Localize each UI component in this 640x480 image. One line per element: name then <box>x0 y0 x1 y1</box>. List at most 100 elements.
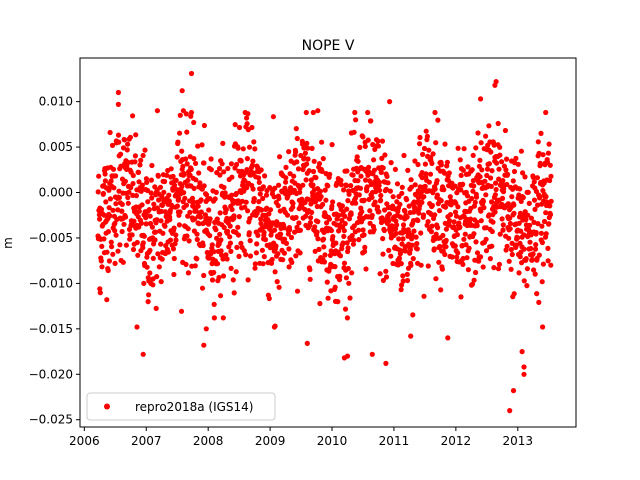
data-point <box>176 222 182 228</box>
data-point <box>108 178 114 184</box>
data-point <box>359 209 365 215</box>
data-point <box>539 223 545 229</box>
data-point <box>507 220 513 227</box>
data-point <box>387 99 393 105</box>
data-point <box>245 277 251 283</box>
data-point <box>201 272 207 279</box>
data-point <box>176 195 182 201</box>
data-point <box>460 181 466 187</box>
data-point <box>496 166 502 172</box>
data-point <box>524 283 530 289</box>
data-point <box>102 171 108 177</box>
data-point <box>97 216 103 222</box>
data-point <box>445 335 451 341</box>
data-point <box>258 167 264 173</box>
data-point <box>346 216 353 222</box>
data-point <box>548 173 554 179</box>
data-point <box>468 216 474 222</box>
data-point <box>211 269 217 276</box>
data-point <box>371 227 377 233</box>
data-point <box>507 215 513 221</box>
data-point <box>139 202 145 208</box>
data-point <box>229 206 235 213</box>
data-point <box>429 160 435 166</box>
data-point <box>197 180 203 186</box>
data-point <box>452 183 458 189</box>
data-point <box>533 229 539 236</box>
data-point <box>469 281 476 287</box>
data-point <box>132 153 138 159</box>
data-point <box>344 206 350 212</box>
data-point <box>437 243 443 250</box>
data-point <box>107 129 113 136</box>
data-point <box>314 229 320 235</box>
data-point <box>121 221 127 227</box>
data-point <box>379 138 386 144</box>
data-point <box>181 171 187 177</box>
data-point <box>531 179 537 185</box>
data-point <box>536 299 542 305</box>
data-point <box>362 244 368 250</box>
data-point <box>290 200 296 206</box>
data-point <box>378 197 384 203</box>
y-tick-label: 0.010 <box>39 95 73 109</box>
data-point <box>488 175 494 181</box>
data-point <box>297 250 303 256</box>
data-point <box>404 214 410 220</box>
y-axis: 0.010 0.005 0.000 −0.005 −0.010 −0.015 −0.020 −… <box>29 95 80 427</box>
data-point <box>545 245 551 251</box>
data-point <box>201 342 207 348</box>
data-point <box>266 295 272 302</box>
data-point <box>355 158 361 164</box>
data-point <box>324 279 330 285</box>
data-point <box>473 194 480 200</box>
data-point <box>367 220 373 226</box>
data-point <box>104 297 110 303</box>
data-point <box>229 192 235 198</box>
data-point <box>335 299 341 305</box>
data-point <box>310 168 317 175</box>
data-point <box>275 251 281 257</box>
data-point <box>236 124 243 131</box>
data-point <box>235 224 241 230</box>
data-point <box>167 237 174 243</box>
data-point <box>272 323 278 329</box>
data-point <box>491 142 497 148</box>
data-point <box>446 170 452 176</box>
data-point <box>480 198 486 205</box>
data-point <box>343 275 349 281</box>
data-point <box>399 190 405 196</box>
data-point <box>232 122 238 128</box>
data-point <box>344 168 350 174</box>
data-point <box>325 183 331 189</box>
data-point <box>149 195 155 201</box>
data-point <box>187 209 193 215</box>
data-point <box>184 129 190 135</box>
data-point <box>307 220 313 226</box>
data-point <box>233 269 239 275</box>
data-point <box>347 295 353 301</box>
data-point <box>545 150 552 156</box>
data-point <box>358 173 364 179</box>
data-point <box>105 267 111 274</box>
data-point <box>107 196 113 202</box>
data-point <box>196 221 202 227</box>
data-point <box>546 221 552 227</box>
data-point <box>412 158 418 164</box>
data-point <box>208 156 214 162</box>
data-point <box>410 256 416 262</box>
data-point <box>348 211 354 217</box>
data-point <box>516 270 522 276</box>
data-point <box>494 160 500 166</box>
data-point <box>125 194 131 201</box>
data-point <box>336 228 342 234</box>
data-point <box>147 247 153 253</box>
data-point <box>304 140 310 146</box>
data-point <box>378 169 384 175</box>
data-point <box>356 227 362 233</box>
data-point <box>344 353 351 359</box>
y-tick-label: −0.010 <box>29 276 73 290</box>
data-point <box>353 200 359 206</box>
data-point <box>308 215 314 221</box>
data-point <box>547 203 553 209</box>
